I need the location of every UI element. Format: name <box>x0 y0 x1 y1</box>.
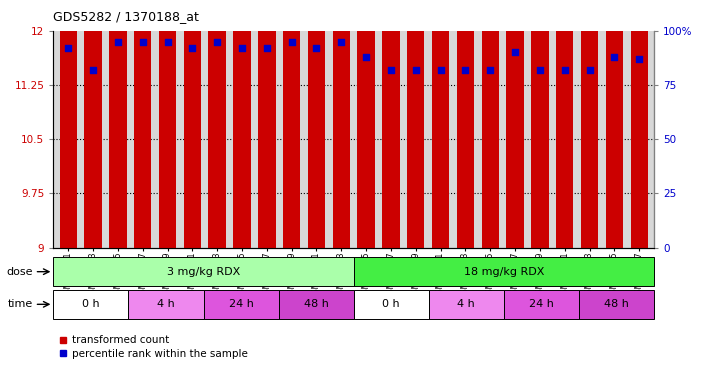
Bar <box>134 0 151 248</box>
Bar <box>85 0 102 248</box>
Text: time: time <box>8 299 33 310</box>
Bar <box>631 0 648 248</box>
Text: 24 h: 24 h <box>229 299 254 310</box>
Text: 0 h: 0 h <box>82 299 100 310</box>
Text: 4 h: 4 h <box>157 299 175 310</box>
Bar <box>258 0 276 248</box>
Point <box>460 67 471 73</box>
Text: dose: dose <box>7 266 33 277</box>
Text: 0 h: 0 h <box>383 299 400 310</box>
Point <box>311 45 322 51</box>
Point <box>485 67 496 73</box>
Point <box>360 54 372 60</box>
Bar <box>159 0 176 248</box>
Point <box>410 67 422 73</box>
Point <box>87 67 99 73</box>
Point <box>187 45 198 51</box>
Point <box>559 67 570 73</box>
Point <box>385 67 397 73</box>
Text: 48 h: 48 h <box>604 299 629 310</box>
Bar <box>606 0 623 248</box>
Point <box>211 38 223 45</box>
Point <box>63 45 74 51</box>
Text: 48 h: 48 h <box>304 299 328 310</box>
Point <box>112 38 124 45</box>
Bar <box>456 0 474 248</box>
Bar <box>383 0 400 248</box>
Bar <box>531 0 549 248</box>
Text: 24 h: 24 h <box>529 299 554 310</box>
Point <box>509 50 520 56</box>
Bar <box>109 0 127 248</box>
Legend: transformed count, percentile rank within the sample: transformed count, percentile rank withi… <box>58 336 248 359</box>
Bar <box>183 0 201 248</box>
Bar <box>353 257 654 286</box>
Bar <box>129 290 203 319</box>
Bar <box>556 0 574 248</box>
Bar <box>353 290 429 319</box>
Point <box>286 38 297 45</box>
Point <box>634 56 645 62</box>
Bar <box>581 0 598 248</box>
Bar <box>506 0 524 248</box>
Point <box>435 67 447 73</box>
Bar <box>504 290 579 319</box>
Bar <box>203 290 279 319</box>
Text: GDS5282 / 1370188_at: GDS5282 / 1370188_at <box>53 10 199 23</box>
Bar <box>233 0 251 248</box>
Point <box>534 67 545 73</box>
Bar <box>60 0 77 248</box>
Point <box>584 67 595 73</box>
Text: 3 mg/kg RDX: 3 mg/kg RDX <box>167 266 240 277</box>
Bar <box>308 0 325 248</box>
Bar <box>579 290 654 319</box>
Bar <box>53 290 129 319</box>
Bar <box>53 257 353 286</box>
Text: 18 mg/kg RDX: 18 mg/kg RDX <box>464 266 544 277</box>
Bar <box>283 0 300 248</box>
Bar <box>208 0 226 248</box>
Point <box>162 38 173 45</box>
Point <box>236 45 247 51</box>
Point <box>336 38 347 45</box>
Bar <box>333 0 350 248</box>
Text: 4 h: 4 h <box>457 299 475 310</box>
Point <box>609 54 620 60</box>
Bar <box>429 290 504 319</box>
Bar <box>407 0 424 248</box>
Bar <box>432 0 449 248</box>
Bar <box>481 0 499 248</box>
Bar <box>358 0 375 248</box>
Bar <box>279 290 353 319</box>
Point <box>137 38 149 45</box>
Point <box>261 45 272 51</box>
